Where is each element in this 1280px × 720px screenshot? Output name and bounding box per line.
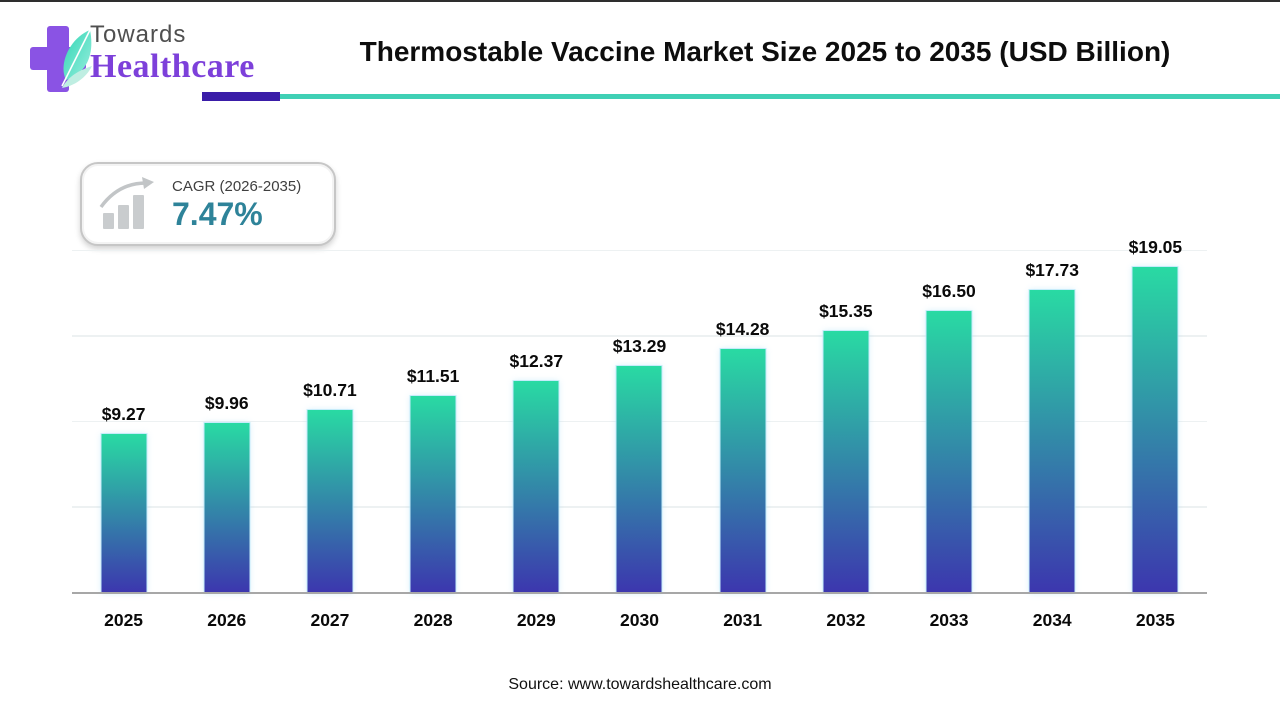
bar-2030 [616, 365, 662, 593]
x-label-2029: 2029 [516, 610, 556, 630]
bar-2035 [1132, 267, 1178, 593]
bar-group-2027: $10.71 2027 [278, 251, 381, 630]
value-label-2027: $10.71 [303, 379, 357, 400]
x-label-2030: 2030 [620, 610, 659, 630]
bar-group-2035: $19.05 2035 [1104, 237, 1207, 630]
growth-chart-icon [99, 177, 154, 229]
plot-area: $9.27 2025 $9.96 2026 $10.71 2027 $11.51 2028 $1… [72, 237, 1207, 630]
bar-2034 [1029, 289, 1075, 593]
bar-group-2032: $15.35 2032 [794, 251, 897, 630]
logo-healthcare-text: Healthcare [90, 48, 255, 85]
value-label-2031: $14.28 [715, 318, 770, 339]
divider-purple-segment [202, 92, 280, 101]
bar-2028 [410, 396, 456, 593]
x-label-2025: 2025 [104, 610, 144, 630]
bar-group-2029: $12.37 2029 [485, 251, 588, 630]
source-text: Source: www.towardshealthcare.com [508, 676, 772, 693]
x-label-2026: 2026 [207, 610, 247, 630]
x-label-2031: 2031 [723, 610, 763, 630]
bar-group-2034: $17.73 2034 [1001, 251, 1104, 630]
value-label-2028: $11.51 [406, 366, 460, 387]
cagr-label: CAGR (2026-2035) [172, 178, 302, 195]
bar-group-2033: $16.50 2033 [897, 251, 1000, 630]
cagr-value: 7.47% [172, 196, 263, 232]
gridline-15 [72, 335, 1207, 337]
x-label-2035: 2035 [1135, 610, 1175, 630]
value-label-2032: $15.35 [819, 300, 873, 321]
value-label-2029: $12.37 [509, 351, 564, 372]
logo-towards-text: Towards [90, 21, 187, 48]
x-label-2032: 2032 [826, 610, 866, 630]
value-label-2026: $9.96 [204, 392, 249, 413]
bar-2027 [307, 409, 353, 593]
x-axis-line [72, 592, 1207, 594]
bar-2033 [926, 310, 972, 593]
value-label-2035: $19.05 [1128, 237, 1183, 258]
bar-2032 [823, 330, 869, 593]
bar-2031 [720, 348, 766, 593]
top-border-line [0, 0, 1280, 2]
x-label-2034: 2034 [1032, 610, 1072, 630]
bar-2026 [204, 422, 250, 593]
divider-teal-line [280, 94, 1280, 99]
bar-group-2030: $13.29 2030 [588, 251, 691, 630]
value-label-2025: $9.27 [101, 404, 146, 425]
x-label-2033: 2033 [929, 610, 969, 630]
leaf-icon [61, 29, 92, 88]
bar-2029 [513, 381, 559, 593]
bar-group-2028: $11.51 2028 [382, 251, 485, 630]
chart-title: Thermostable Vaccine Market Size 2025 to… [359, 36, 1171, 67]
gridline-20 [72, 249, 1207, 251]
bar-2025 [101, 434, 147, 593]
x-label-2028: 2028 [413, 610, 453, 630]
value-label-2033: $16.50 [922, 280, 976, 301]
x-label-2027: 2027 [310, 610, 350, 630]
bar-group-2025: $9.27 2025 [72, 251, 175, 630]
value-label-2034: $17.73 [1025, 259, 1079, 280]
bar-group-2026: $9.96 2026 [175, 251, 278, 630]
cagr-badge: CAGR (2026-2035) 7.47% [80, 162, 336, 246]
towards-healthcare-logo: Towards Healthcare [30, 22, 280, 97]
bar-group-2031: $14.28 2031 [691, 251, 794, 630]
value-label-2030: $13.29 [612, 335, 667, 356]
